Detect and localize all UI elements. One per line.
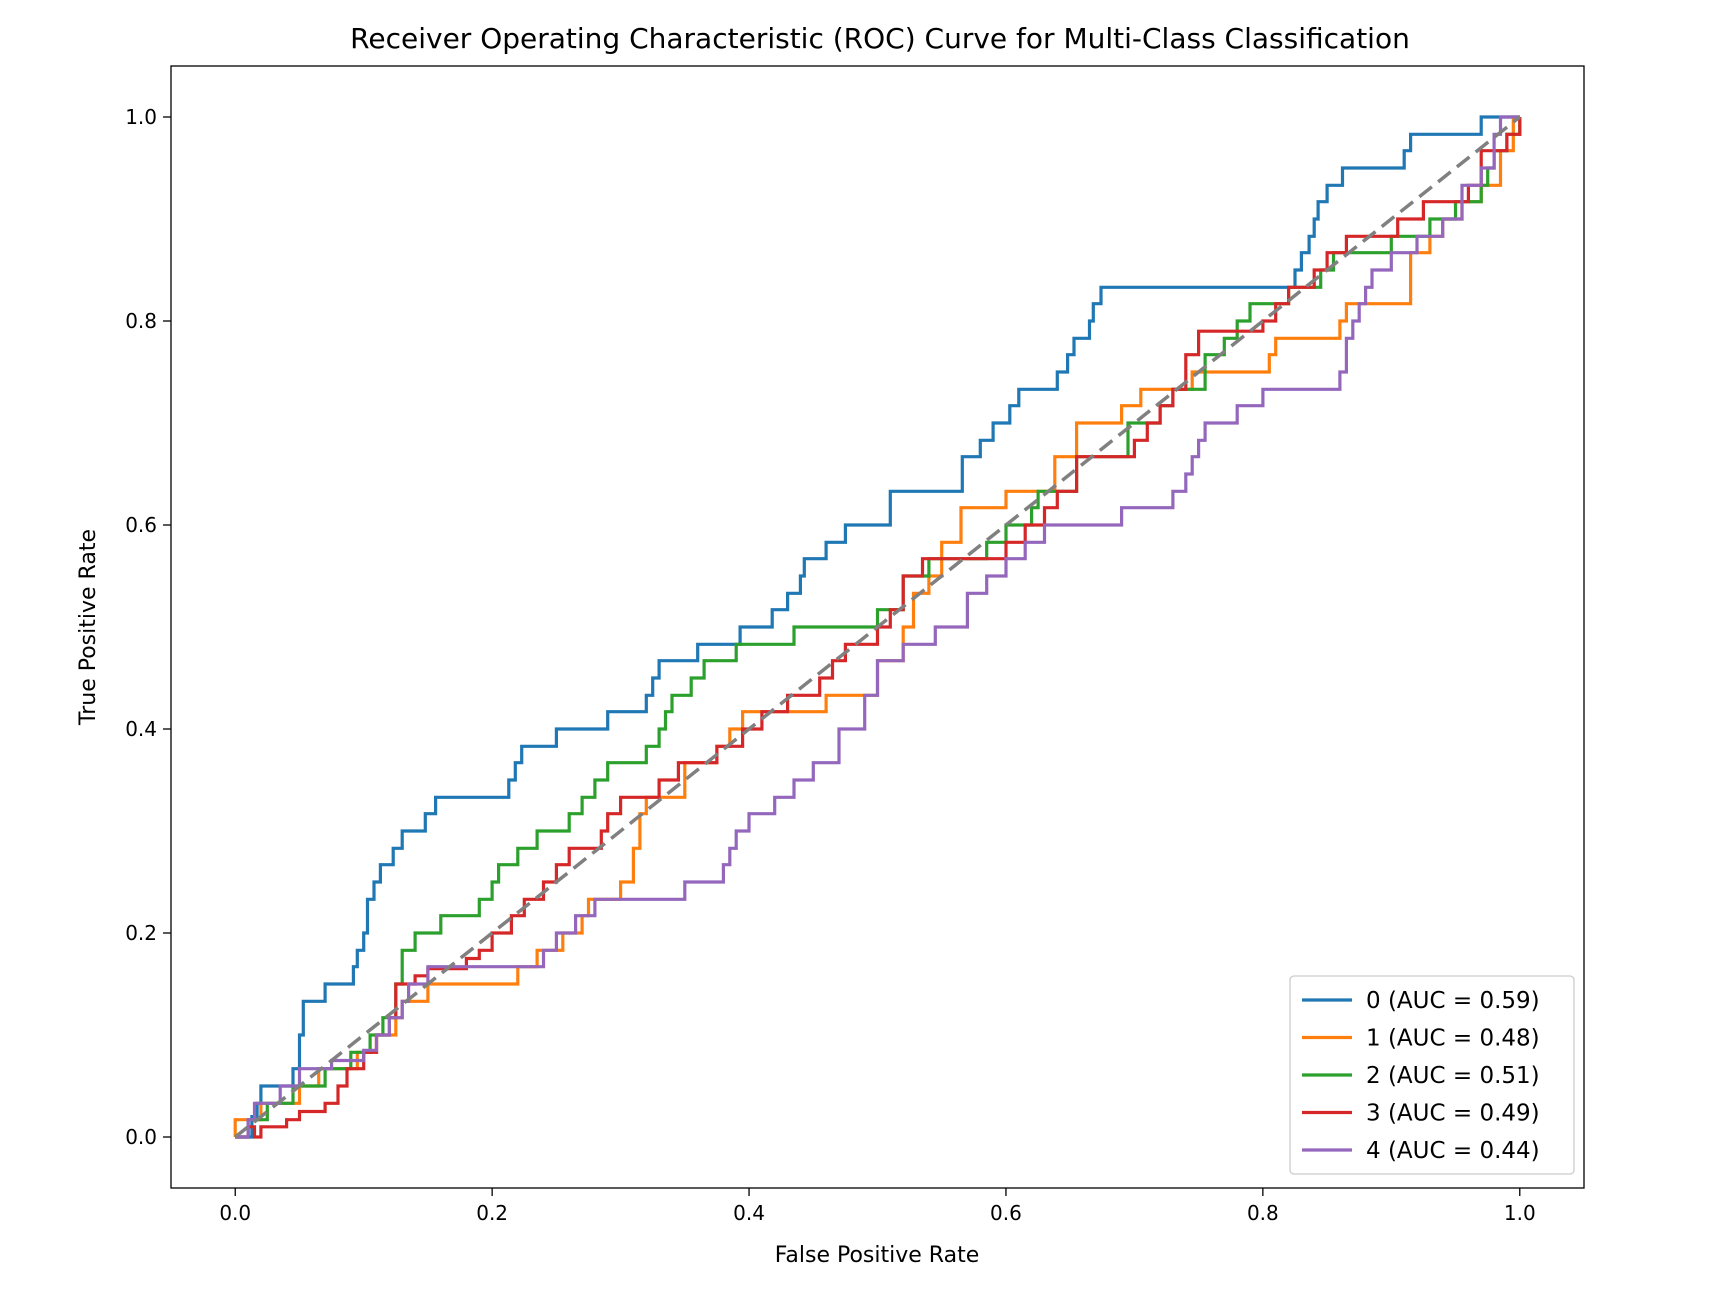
x-tick-label: 0.2 <box>476 1201 508 1225</box>
y-tick-label: 0.6 <box>125 513 157 537</box>
y-tick-label: 0.0 <box>125 1125 157 1149</box>
y-tick-label: 1.0 <box>125 105 157 129</box>
legend-box <box>1289 975 1575 1175</box>
roc-curve-class-4 <box>235 115 1520 1139</box>
legend-label-class-1: 1 (AUC = 0.48) <box>1366 1026 1540 1052</box>
legend-label-class-3: 3 (AUC = 0.49) <box>1366 1101 1540 1127</box>
x-axis: 0.0 0.2 0.4 0.6 0.8 1.0 <box>219 1188 1536 1225</box>
x-tick-label: 0.4 <box>733 1201 765 1225</box>
x-axis-label: False Positive Rate <box>775 1243 979 1268</box>
legend-label-class-0: 0 (AUC = 0.59) <box>1366 988 1540 1014</box>
legend: 0 (AUC = 0.59) 1 (AUC = 0.48) 2 (AUC = 0.5… <box>1289 975 1575 1175</box>
legend-label-class-2: 2 (AUC = 0.51) <box>1366 1063 1540 1089</box>
axes-frame <box>170 65 1585 1189</box>
y-tick-label: 0.8 <box>125 309 157 333</box>
legend-label-class-4: 4 (AUC = 0.44) <box>1366 1138 1540 1164</box>
chart-title: Receiver Operating Characteristic (ROC) … <box>350 22 1410 55</box>
y-tick-label: 0.4 <box>125 717 157 741</box>
x-tick-label: 0.0 <box>219 1201 251 1225</box>
x-tick-label: 1.0 <box>1504 1201 1536 1225</box>
roc-curve-class-0 <box>235 115 1520 1139</box>
chance-diagonal-line <box>234 115 1521 1139</box>
x-tick-label: 0.8 <box>1247 1201 1279 1225</box>
x-tick-label: 0.6 <box>990 1201 1022 1225</box>
y-axis-label: True Positive Rate <box>76 529 101 726</box>
y-tick-label: 0.2 <box>125 921 157 945</box>
series-layer <box>233 115 1522 1139</box>
y-axis: 0.0 0.2 0.4 0.6 0.8 1.0 <box>125 105 171 1149</box>
